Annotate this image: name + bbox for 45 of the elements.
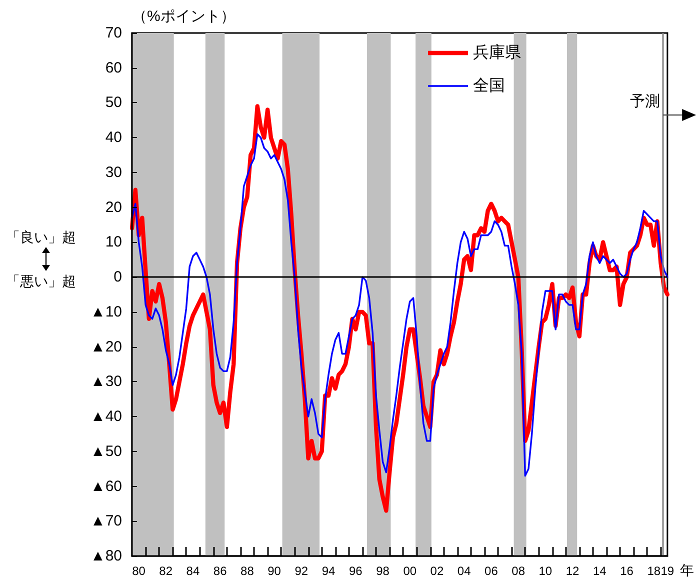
y-tick-label: ▲20 (90, 338, 122, 356)
x-tick-label: 96 (348, 564, 363, 578)
x-tick-label: 88 (240, 564, 254, 578)
y-tick-label: 70 (105, 24, 122, 42)
y-tick-label: 20 (105, 198, 122, 216)
legend-label: 兵庫県 (473, 44, 522, 62)
y-tick-label: 0 (114, 268, 122, 286)
x-tick-label: 06 (484, 564, 498, 578)
x-tick-label: 84 (186, 564, 200, 578)
y-tick-label: ▲60 (90, 478, 122, 495)
x-tick-label: 80 (132, 564, 146, 578)
x-tick-label: 12 (566, 564, 580, 578)
x-tick-label: 92 (294, 564, 308, 578)
y-tick-label: 40 (105, 129, 122, 146)
x-tick-label: 10 (538, 564, 552, 578)
text: 「良い」超 (6, 229, 76, 245)
y-tick-label: ▲10 (90, 303, 122, 320)
legend-label: 全国 (473, 78, 506, 94)
y-tick-label: ▲50 (90, 442, 122, 460)
x-tick-label: 90 (268, 564, 282, 578)
x-tick-label: 19 (660, 564, 674, 578)
y-tick-label: 30 (105, 164, 122, 181)
x-tick-label: 16 (620, 564, 634, 578)
ref-line-label: 予測 (630, 93, 660, 110)
y-tick-label: ▲30 (90, 373, 122, 390)
x-tick-label: 00 (403, 564, 417, 578)
y-tick-label: 60 (105, 59, 122, 76)
text: 「悪い」超 (6, 273, 76, 289)
x-tick-label: 02 (430, 564, 444, 578)
x-tick-label: 14 (592, 564, 607, 578)
x-tick-label: 94 (322, 564, 336, 578)
x-tick-label: 82 (159, 564, 173, 578)
y-tick-label: ▲40 (90, 408, 122, 426)
x-tick-label: 08 (512, 564, 526, 578)
x-tick-label: 98 (376, 564, 390, 578)
x-tick-label: 04 (457, 564, 472, 578)
y-tick-label: ▲70 (90, 512, 122, 530)
y-tick-label: ▲80 (90, 548, 122, 564)
y-tick-label: 50 (105, 94, 122, 112)
y-tick-label: 10 (105, 234, 122, 251)
x-axis-title: 年 (680, 562, 694, 578)
x-tick-label: 18 (647, 564, 661, 578)
x-tick-label: 86 (213, 564, 228, 578)
line-series (131, 133, 668, 477)
y-axis-title: （%ポイント） (132, 8, 236, 25)
